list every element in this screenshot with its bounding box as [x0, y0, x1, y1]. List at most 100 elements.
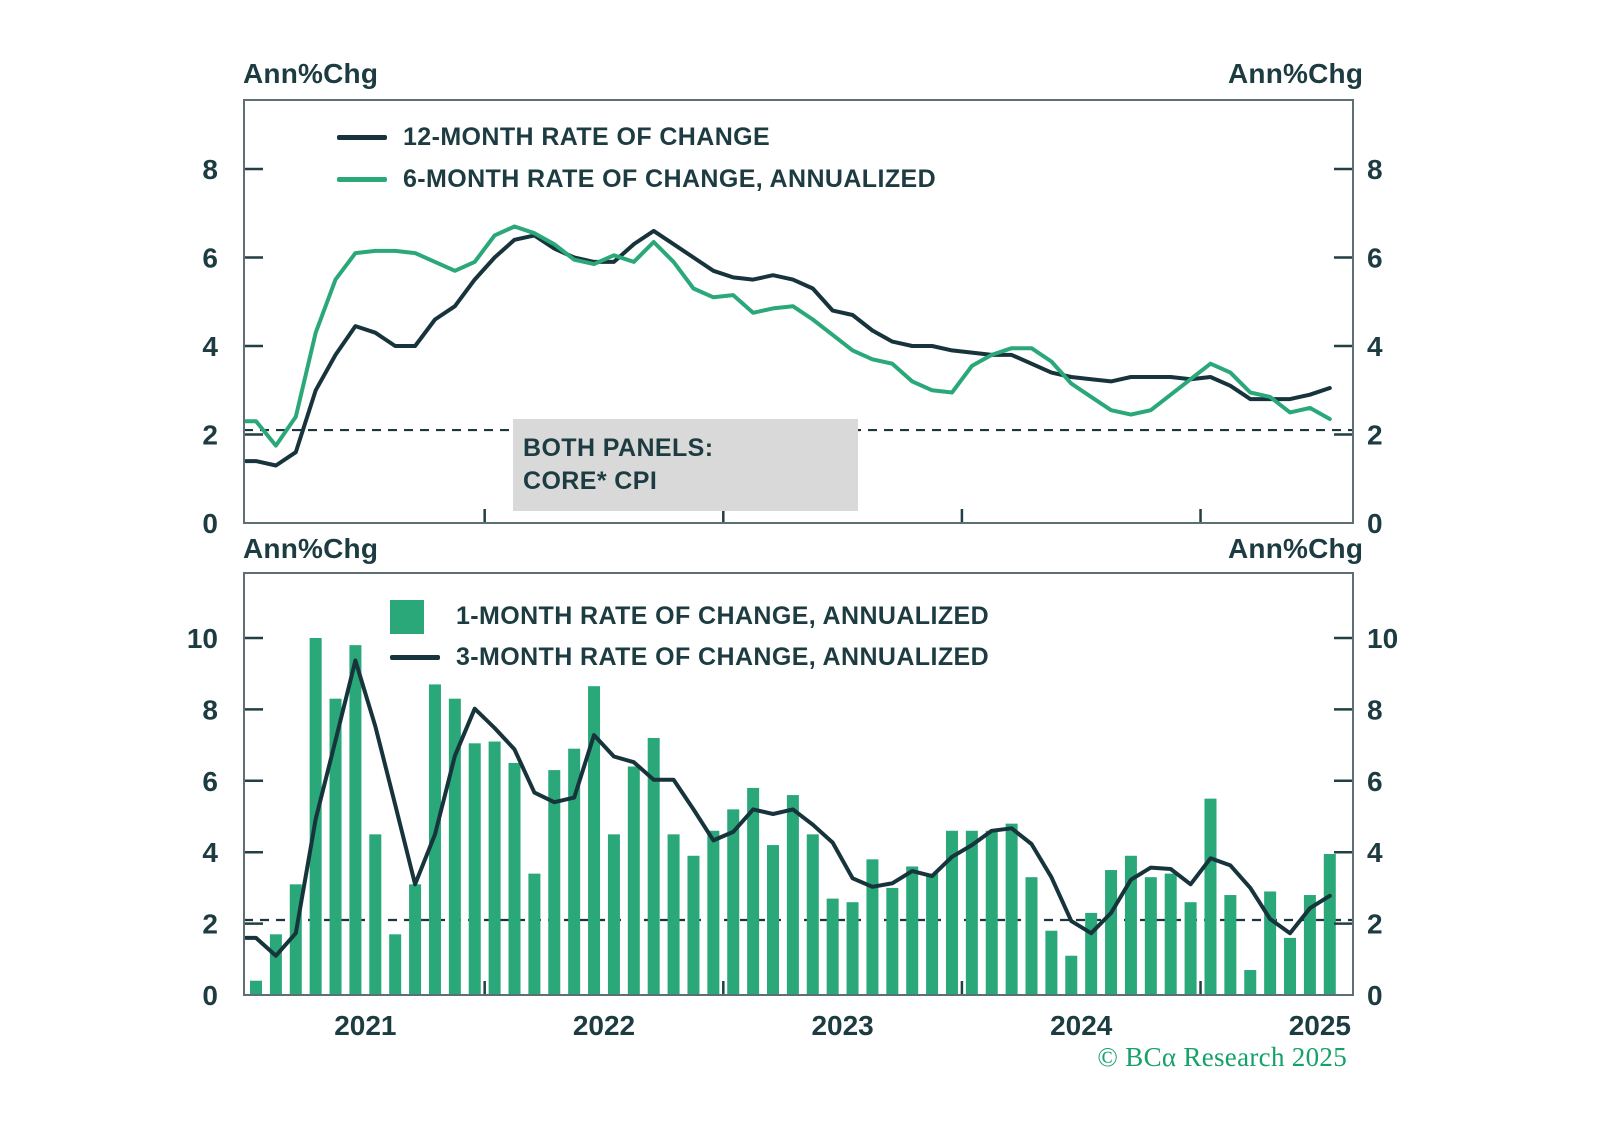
bar: [1323, 853, 1336, 995]
3-month-line-sample-icon: [390, 655, 440, 660]
bottom-panel-legend: 1-MONTH RATE OF CHANGE, ANNUALIZED 3-MON…: [390, 596, 989, 678]
6-month-line-sample-icon: [337, 176, 387, 182]
y-tick-label-left: 6: [202, 243, 218, 274]
bar: [488, 741, 501, 995]
bar: [1025, 877, 1038, 995]
y-tick-label-left: 8: [202, 154, 218, 185]
bar: [886, 887, 899, 995]
one-month-bars: [250, 638, 1336, 995]
y-tick-label-right: 2: [1367, 909, 1383, 940]
bar: [548, 770, 561, 995]
6-month-line-series: [244, 224, 1332, 448]
panel-border: [243, 99, 1354, 524]
bar: [1065, 955, 1078, 995]
bar: [1303, 895, 1316, 995]
legend-label-6-month: 6-MONTH RATE OF CHANGE, ANNUALIZED: [403, 164, 937, 193]
y-tick-label-right: 4: [1367, 837, 1383, 868]
bar: [349, 645, 362, 995]
legend-row-12-month: 12-MONTH RATE OF CHANGE: [337, 116, 936, 158]
bottom-panel: 0 0 2 2 4 4 6 6 8 8 10 10 2021 2022 2023 2024 2025: [187, 572, 1398, 1041]
bar: [468, 743, 481, 995]
bar: [1164, 873, 1177, 995]
axis-unit-top-right: Ann%Chg: [1228, 58, 1364, 89]
bar: [667, 834, 680, 995]
top-panel: 0 0 2 2 4 4 6 6 8 8: [202, 99, 1383, 539]
y-tick-label-right: 0: [1367, 980, 1383, 1011]
x-year-label: 2021: [334, 1010, 396, 1041]
bar: [767, 845, 780, 995]
1-month-bar-swatch-icon: [390, 599, 440, 634]
x-year-label: 2022: [573, 1010, 635, 1041]
legend-row-6-month: 6-MONTH RATE OF CHANGE, ANNUALIZED: [337, 158, 936, 200]
y-tick-label-right: 4: [1367, 331, 1383, 362]
bar: [965, 830, 978, 995]
bar: [627, 766, 640, 995]
x-year-label: 2024: [1050, 1010, 1113, 1041]
bar: [409, 884, 422, 995]
copyright-bca-research: © BCα Research 2025: [1097, 1042, 1347, 1072]
y-tick-label-left: 4: [202, 837, 218, 868]
bar: [826, 898, 839, 995]
bar: [250, 980, 262, 995]
bar: [508, 762, 521, 995]
bar: [866, 859, 879, 995]
12-month-line-series: [244, 228, 1332, 468]
bar: [329, 698, 342, 995]
y-tick-label-left: 6: [202, 766, 218, 797]
y-tick-label-right: 2: [1367, 420, 1383, 451]
bar: [568, 748, 581, 995]
legend-label-1-month: 1-MONTH RATE OF CHANGE, ANNUALIZED: [456, 602, 990, 630]
both-panels-note-box: BOTH PANELS: CORE* CPI: [513, 419, 858, 511]
bar: [1105, 870, 1118, 995]
axis-unit-top-left: Ann%Chg: [243, 58, 379, 89]
note-line-1: BOTH PANELS:: [523, 434, 714, 462]
bar: [747, 787, 760, 995]
bar: [806, 834, 819, 995]
bar: [1124, 855, 1137, 995]
bar: [846, 902, 859, 995]
bar: [1045, 930, 1058, 995]
y-tick-label-right: 8: [1367, 154, 1383, 185]
bar: [1224, 895, 1237, 995]
axis-unit-bottom-left: Ann%Chg: [243, 533, 379, 564]
legend-row-1-month: 1-MONTH RATE OF CHANGE, ANNUALIZED: [390, 596, 989, 637]
bar: [647, 737, 660, 995]
legend-row-3-month: 3-MONTH RATE OF CHANGE, ANNUALIZED: [390, 637, 989, 678]
bar: [906, 866, 919, 995]
bar: [1144, 877, 1157, 995]
bar: [727, 809, 740, 995]
y-tick-label-right: 0: [1367, 508, 1383, 539]
y-tick-label-left: 0: [202, 980, 218, 1011]
bar: [1085, 912, 1098, 995]
bar: [926, 873, 939, 995]
legend-label-12-month: 12-MONTH RATE OF CHANGE: [403, 122, 771, 151]
bar: [588, 686, 601, 995]
bar: [528, 873, 541, 995]
y-tick-label-left: 2: [202, 909, 218, 940]
legend-label-3-month: 3-MONTH RATE OF CHANGE, ANNUALIZED: [456, 643, 990, 671]
bar: [687, 855, 700, 995]
12-month-line-sample-icon: [337, 134, 387, 140]
axis-unit-bottom-right: Ann%Chg: [1228, 533, 1364, 564]
bar: [786, 795, 799, 995]
bar: [1184, 902, 1197, 995]
bar: [1005, 823, 1018, 995]
bar: [1264, 891, 1277, 995]
bar: [707, 830, 720, 995]
bar: [1204, 798, 1217, 995]
y-tick-label-left: 0: [202, 508, 218, 539]
y-tick-label-left: 10: [187, 623, 218, 654]
bar: [269, 934, 282, 995]
bar: [389, 934, 402, 995]
bar: [1244, 970, 1257, 995]
x-year-label: 2023: [811, 1010, 873, 1041]
3-month-line-series: [244, 658, 1332, 958]
y-tick-label-right: 6: [1367, 243, 1383, 274]
bar: [369, 834, 382, 995]
y-tick-label-left: 4: [202, 331, 218, 362]
y-tick-label-right: 10: [1367, 623, 1398, 654]
y-tick-label-left: 8: [202, 694, 218, 725]
x-year-label: 2025: [1289, 1010, 1351, 1041]
